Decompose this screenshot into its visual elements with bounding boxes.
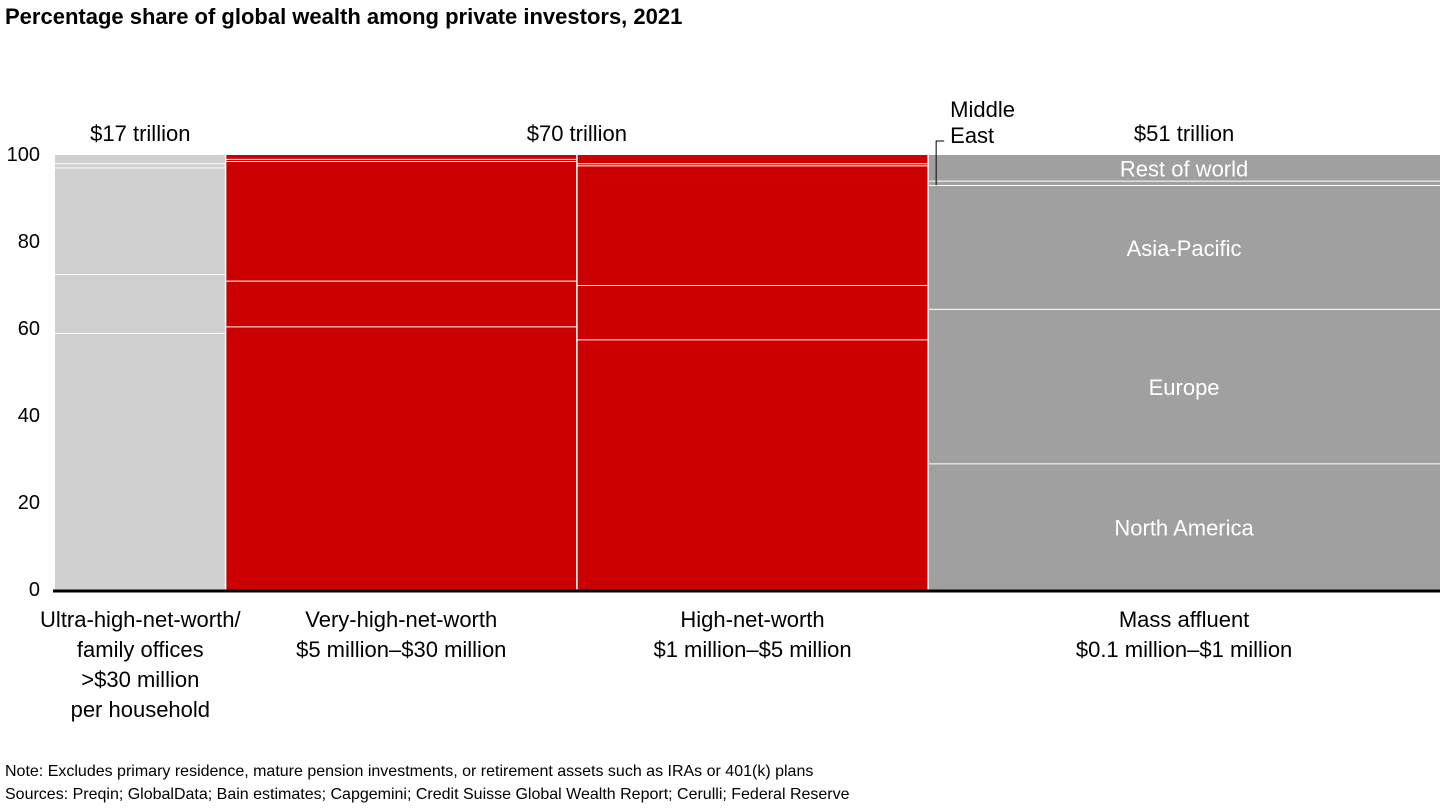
column-label: Mass affluent (1119, 607, 1249, 632)
group-total-label: $17 trillion (90, 121, 190, 146)
segment-label: North America (1114, 515, 1254, 540)
group-total-label: $51 trillion (1134, 121, 1234, 146)
segment-middle-east (576, 163, 929, 166)
y-tick-label: 0 (29, 579, 40, 601)
segment-north-america (225, 326, 577, 590)
segment-europe (55, 274, 226, 334)
segment-rest-of-world (225, 155, 577, 160)
y-tick-label: 80 (18, 231, 40, 253)
column-label: High-net-worth (680, 607, 824, 632)
column-label: >$30 million (81, 667, 199, 692)
segment-label: Europe (1149, 375, 1220, 400)
callout-label: Middle (950, 97, 1015, 122)
segment-europe (576, 285, 929, 340)
segment-north-america (928, 463, 1440, 590)
segment-asia-pacific (928, 185, 1440, 310)
column-label: $5 million–$30 million (296, 637, 506, 662)
chart-sources: Sources: Preqin; GlobalData; Bain estima… (5, 786, 850, 803)
segment-rest-of-world (576, 155, 929, 164)
segment-asia-pacific (225, 161, 577, 282)
chart-title: Percentage share of global wealth among … (5, 4, 683, 29)
column-label: $1 million–$5 million (653, 637, 851, 662)
segment-north-america (55, 333, 226, 590)
column-label: Ultra-high-net-worth/ (40, 607, 241, 632)
y-tick-label: 100 (7, 144, 40, 166)
y-tick-label: 20 (18, 492, 40, 514)
segment-europe (928, 309, 1440, 464)
segment-asia-pacific (55, 168, 226, 275)
segment-middle-east (225, 159, 577, 162)
segment-label: Rest of world (1120, 157, 1248, 182)
group-total-label: $70 trillion (527, 121, 627, 146)
segment-rest-of-world (55, 155, 226, 164)
segment-europe (225, 281, 577, 327)
segment-rest-of-world (928, 155, 1440, 182)
chart-note: Note: Excludes primary residence, mature… (5, 763, 814, 780)
callout-leader-line (935, 140, 945, 186)
segment-label: Asia-Pacific (1127, 236, 1242, 261)
column-label: Very-high-net-worth (305, 607, 497, 632)
segment-asia-pacific (576, 165, 929, 286)
segment-north-america (576, 339, 929, 590)
column-label: $0.1 million–$1 million (1076, 637, 1292, 662)
column-label: family offices (77, 637, 204, 662)
callout-label: East (950, 123, 994, 148)
column-label: per household (71, 697, 210, 722)
y-tick-label: 60 (18, 318, 40, 340)
segment-middle-east (928, 181, 1440, 186)
y-tick-label: 40 (18, 405, 40, 427)
segment-middle-east (55, 163, 226, 169)
